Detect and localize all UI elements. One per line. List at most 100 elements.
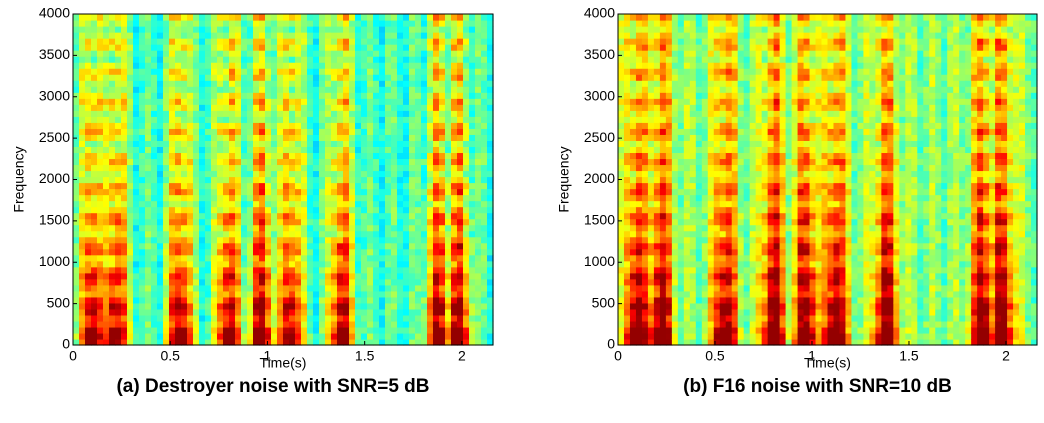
spectrogram-cell	[714, 309, 721, 316]
spectrogram-cell	[696, 285, 703, 292]
spectrogram-cell	[457, 32, 464, 39]
spectrogram-cell	[618, 146, 625, 153]
spectrogram-cell	[331, 164, 338, 171]
spectrogram-cell	[684, 207, 691, 214]
spectrogram-cell	[660, 32, 667, 39]
spectrogram-cell	[343, 291, 350, 298]
spectrogram-cell	[121, 164, 128, 171]
spectrogram-cell	[397, 219, 404, 226]
spectrogram-cell	[373, 164, 380, 171]
spectrogram-cell	[714, 152, 721, 159]
spectrogram-cell	[439, 92, 446, 99]
spectrogram-cell	[421, 303, 428, 310]
spectrogram-cell	[271, 50, 278, 57]
spectrogram-cell	[439, 176, 446, 183]
spectrogram-cell	[307, 140, 314, 147]
spectrogram-cell	[229, 231, 236, 238]
spectrogram-cell	[732, 321, 739, 328]
spectrogram-cell	[295, 134, 302, 141]
spectrogram-cell	[337, 195, 344, 202]
spectrogram-cell	[181, 219, 188, 226]
spectrogram-cell	[91, 243, 98, 250]
spectrogram-cell	[109, 68, 116, 75]
spectrogram-cell	[121, 213, 128, 220]
spectrogram-cell	[79, 128, 86, 135]
spectrogram-cell	[187, 20, 194, 27]
spectrogram-cell	[223, 225, 230, 232]
spectrogram-cell	[115, 201, 122, 208]
spectrogram-cell	[133, 86, 140, 93]
spectrogram-cell	[415, 243, 422, 250]
spectrogram-cell	[229, 261, 236, 268]
spectrogram-cell	[732, 176, 739, 183]
spectrogram-cell	[307, 285, 314, 292]
spectrogram-cell	[636, 333, 643, 340]
spectrogram-cell	[211, 32, 218, 39]
spectrogram-cell	[427, 219, 434, 226]
spectrogram-cell	[145, 104, 152, 111]
spectrogram-cell	[630, 189, 637, 196]
spectrogram-cell	[666, 189, 673, 196]
spectrogram-cell	[193, 20, 200, 27]
spectrogram-cell	[732, 315, 739, 322]
spectrogram-cell	[385, 170, 392, 177]
spectrogram-cell	[157, 50, 164, 57]
spectrogram-cell	[660, 273, 667, 280]
spectrogram-cell	[684, 38, 691, 45]
spectrogram-cell	[427, 231, 434, 238]
spectrogram-cell	[720, 92, 727, 99]
spectrogram-cell	[181, 261, 188, 268]
spectrogram-cell	[349, 152, 356, 159]
spectrogram-cell	[181, 291, 188, 298]
spectrogram-cell	[702, 164, 709, 171]
spectrogram-cell	[79, 170, 86, 177]
spectrogram-cell	[361, 14, 368, 21]
spectrogram-cell	[247, 219, 254, 226]
spectrogram-cell	[313, 170, 320, 177]
spectrogram-cell	[720, 333, 727, 340]
spectrogram-cell	[732, 134, 739, 141]
spectrogram-cell	[349, 309, 356, 316]
spectrogram-cell	[271, 152, 278, 159]
spectrogram-cell	[415, 146, 422, 153]
spectrogram-cell	[337, 92, 344, 99]
spectrogram-cell	[151, 207, 158, 214]
spectrogram-cell	[73, 201, 80, 208]
spectrogram-cell	[726, 44, 733, 51]
spectrogram-cell	[684, 86, 691, 93]
spectrogram-cell	[666, 14, 673, 21]
spectrogram-cell	[469, 104, 476, 111]
spectrogram-cell	[439, 164, 446, 171]
spectrogram-cell	[247, 68, 254, 75]
spectrogram-cell	[223, 249, 230, 256]
spectrogram-cell	[696, 297, 703, 304]
spectrogram-cell	[271, 146, 278, 153]
spectrogram-cell	[205, 140, 212, 147]
spectrogram-cell	[439, 273, 446, 280]
spectrogram-cell	[205, 237, 212, 244]
spectrogram-cell	[714, 303, 721, 310]
spectrogram-cell	[702, 243, 709, 250]
spectrogram-cell	[229, 32, 236, 39]
spectrogram-cell	[211, 183, 218, 190]
spectrogram-cell	[690, 80, 697, 87]
spectrogram-cell	[349, 170, 356, 177]
spectrogram-cell	[415, 92, 422, 99]
spectrogram-cell	[283, 20, 290, 27]
spectrogram-cell	[235, 176, 242, 183]
spectrogram-cell	[127, 213, 134, 220]
spectrogram-cell	[79, 309, 86, 316]
spectrogram-cell	[397, 309, 404, 316]
spectrogram-cell	[379, 195, 386, 202]
spectrogram-cell	[469, 231, 476, 238]
spectrogram-cell	[672, 134, 679, 141]
spectrogram-cell	[373, 110, 380, 117]
spectrogram-cell	[79, 267, 86, 274]
spectrogram-cell	[624, 98, 631, 105]
spectrogram-cell	[319, 176, 326, 183]
spectrogram-cell	[678, 309, 685, 316]
spectrogram-cell	[469, 291, 476, 298]
spectrogram-cell	[433, 68, 440, 75]
spectrogram-cell	[642, 321, 649, 328]
spectrogram-cell	[91, 104, 98, 111]
